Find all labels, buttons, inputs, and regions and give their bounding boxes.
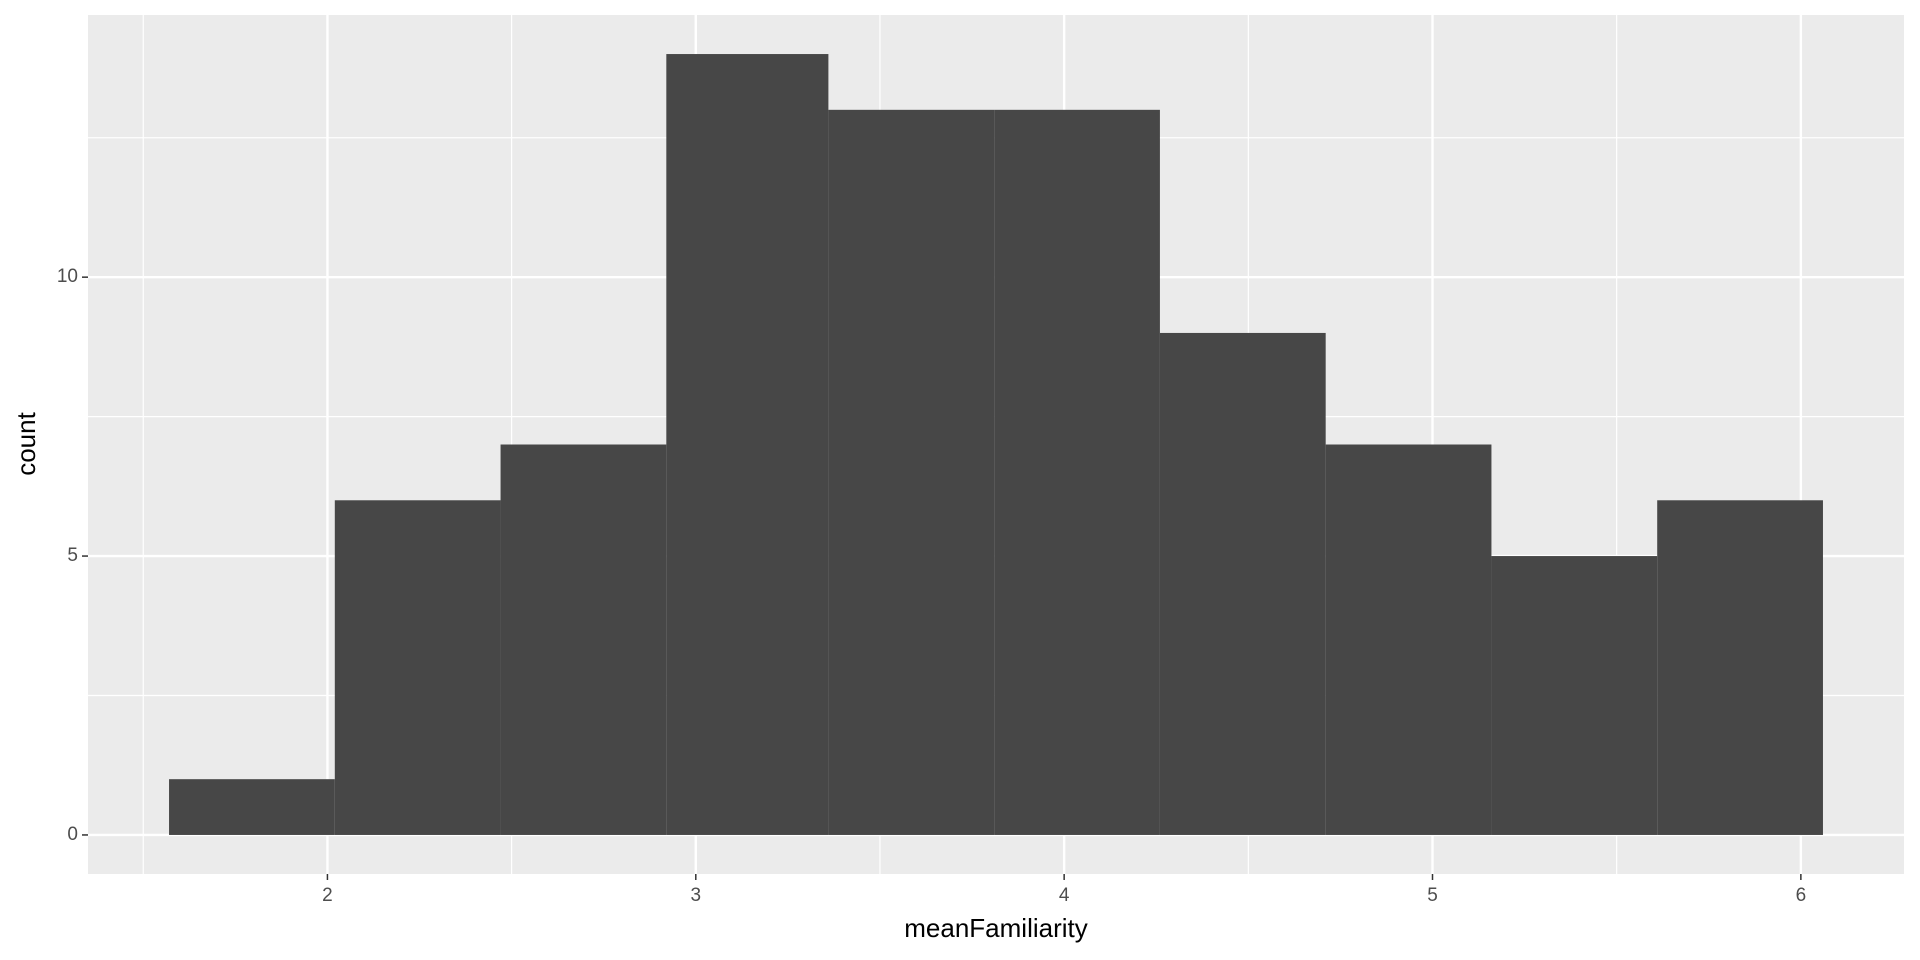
y-tick-label: 10 — [57, 266, 78, 287]
x-tick-label: 6 — [1796, 885, 1807, 906]
bar — [169, 779, 335, 835]
bar — [666, 54, 829, 835]
x-tick-label: 2 — [322, 885, 333, 906]
y-tick-label: 0 — [67, 824, 78, 845]
bar — [828, 109, 995, 835]
x-tick-label: 5 — [1427, 885, 1438, 906]
bar — [1159, 332, 1326, 835]
axes: 2 3 4 5 6 0 5 10 — [57, 266, 1806, 906]
y-axis-title: count — [11, 411, 41, 475]
x-tick-label: 4 — [1059, 885, 1070, 906]
x-axis-title: meanFamiliarity — [904, 913, 1088, 943]
bar — [994, 109, 1160, 835]
bar — [500, 444, 667, 835]
y-tick-label: 5 — [67, 545, 78, 566]
bar — [1657, 500, 1823, 835]
bar — [1325, 444, 1492, 835]
bar — [334, 500, 501, 835]
bar — [1491, 556, 1658, 835]
x-tick-label: 3 — [691, 885, 702, 906]
bars — [169, 54, 1823, 835]
